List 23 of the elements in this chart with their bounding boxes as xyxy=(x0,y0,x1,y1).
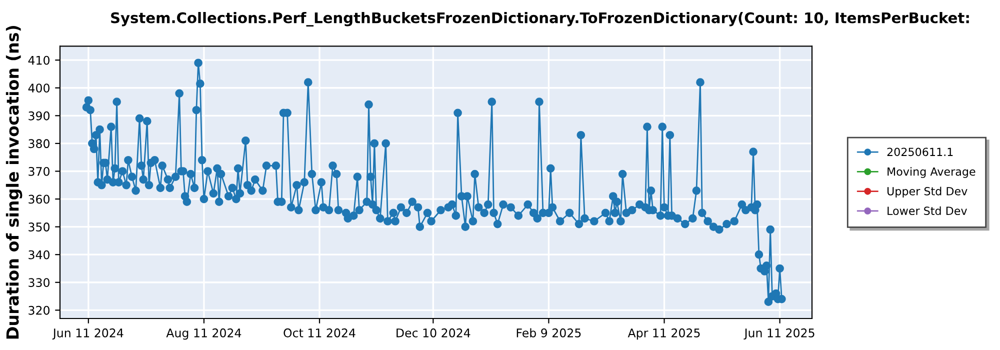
x-tick-label: Jun 11 2024 xyxy=(52,328,124,340)
y-tick-label: 370 xyxy=(28,166,50,176)
y-tick-label: 360 xyxy=(28,194,50,204)
y-tick-label: 380 xyxy=(28,139,50,148)
chart-title: System.Collections.Perf_LengthBucketsFrozenDictionary.ToFrozenDictionary(Count: 10, ItemsPerBucket: xyxy=(111,12,969,27)
legend-label: Lower Std Dev xyxy=(888,206,967,216)
y-tick-label: 400 xyxy=(28,84,50,93)
y-tick-label: 340 xyxy=(28,250,50,260)
x-tick-label: Feb 9 2025 xyxy=(516,328,581,338)
x-tick-label: Apr 11 2025 xyxy=(628,328,700,340)
y-tick-label: 350 xyxy=(28,222,50,232)
x-tick-label: Aug 11 2024 xyxy=(166,328,242,340)
x-tick-label: Jun 11 2025 xyxy=(744,328,814,340)
y-tick-label: 330 xyxy=(28,278,50,288)
y-tick-label: 390 xyxy=(28,111,50,120)
x-tick-label: Oct 11 2024 xyxy=(284,328,356,338)
legend-label: Moving Average xyxy=(888,167,976,178)
x-tick-label: Dec 10 2024 xyxy=(396,328,470,338)
y-tick-label: 320 xyxy=(28,306,50,315)
legend-label: 20250611.1 xyxy=(887,148,953,156)
y-axis-title: Duration of single invocation (ns) xyxy=(6,26,22,339)
legend-label: Upper Std Dev xyxy=(887,186,968,198)
y-tick-label: 410 xyxy=(28,56,50,65)
